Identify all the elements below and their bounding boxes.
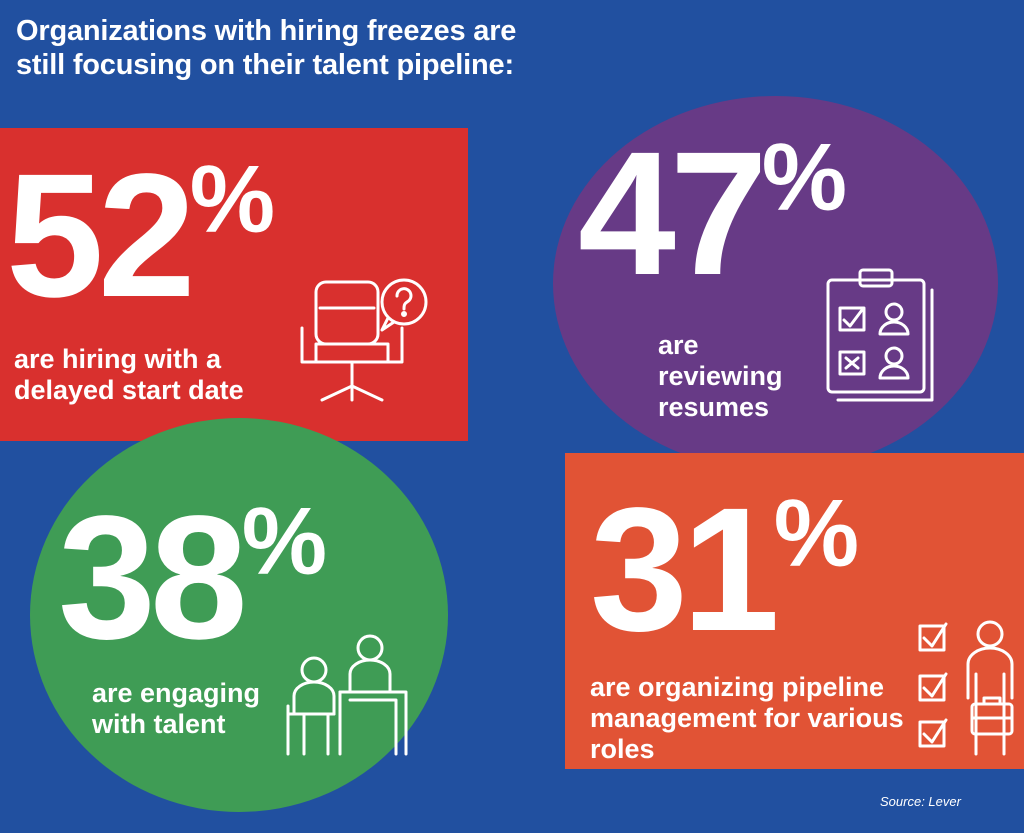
clipboard-candidates-icon bbox=[820, 266, 938, 402]
stat-label-line: with talent bbox=[92, 709, 226, 739]
interview-people-icon bbox=[270, 630, 410, 760]
stat-label-line: resumes bbox=[658, 392, 770, 422]
stat-value-reviewing-resumes: 47% bbox=[578, 126, 847, 302]
headline-line-1: Organizations with hiring freezes are bbox=[16, 15, 517, 47]
stat-number: 47 bbox=[578, 116, 768, 312]
headline: Organizations with hiring freezes are st… bbox=[16, 14, 616, 82]
stat-number: 52 bbox=[6, 138, 196, 334]
stat-label-line: are hiring with a bbox=[14, 344, 222, 374]
source-credit: Source: Lever bbox=[880, 794, 961, 809]
stat-label-delayed-start: are hiring with a delayed start date bbox=[14, 344, 244, 406]
headline-line-2: still focusing on their talent pipeline: bbox=[16, 49, 514, 81]
stat-label-organizing-pipeline: are organizing pipeline management for v… bbox=[590, 672, 904, 765]
stat-number: 31 bbox=[590, 472, 780, 668]
stat-circle-green bbox=[30, 418, 448, 812]
stat-value-engaging-talent: 38% bbox=[58, 490, 327, 666]
stat-label-reviewing-resumes: are reviewing resumes bbox=[658, 330, 783, 423]
stat-label-line: are bbox=[658, 330, 699, 360]
stat-label-line: are organizing pipeline bbox=[590, 672, 885, 702]
stat-value-delayed-start: 52% bbox=[6, 148, 275, 324]
stat-number: 38 bbox=[58, 480, 248, 676]
stat-value-organizing-pipeline: 31% bbox=[590, 482, 859, 658]
office-chair-question-icon bbox=[296, 276, 436, 412]
stat-label-line: are engaging bbox=[92, 678, 261, 708]
stat-label-engaging-talent: are engaging with talent bbox=[92, 678, 260, 740]
stat-percent-sign: % bbox=[241, 488, 328, 595]
stat-label-line: roles bbox=[590, 734, 655, 764]
stat-panel-orange bbox=[565, 453, 1024, 769]
stat-percent-sign: % bbox=[189, 146, 276, 253]
stat-percent-sign: % bbox=[773, 480, 860, 587]
stat-label-line: delayed start date bbox=[14, 375, 244, 405]
stat-label-line: management for various bbox=[590, 703, 904, 733]
stat-percent-sign: % bbox=[761, 124, 848, 231]
stat-label-line: reviewing bbox=[658, 361, 783, 391]
checklist-person-briefcase-icon bbox=[912, 618, 1022, 758]
